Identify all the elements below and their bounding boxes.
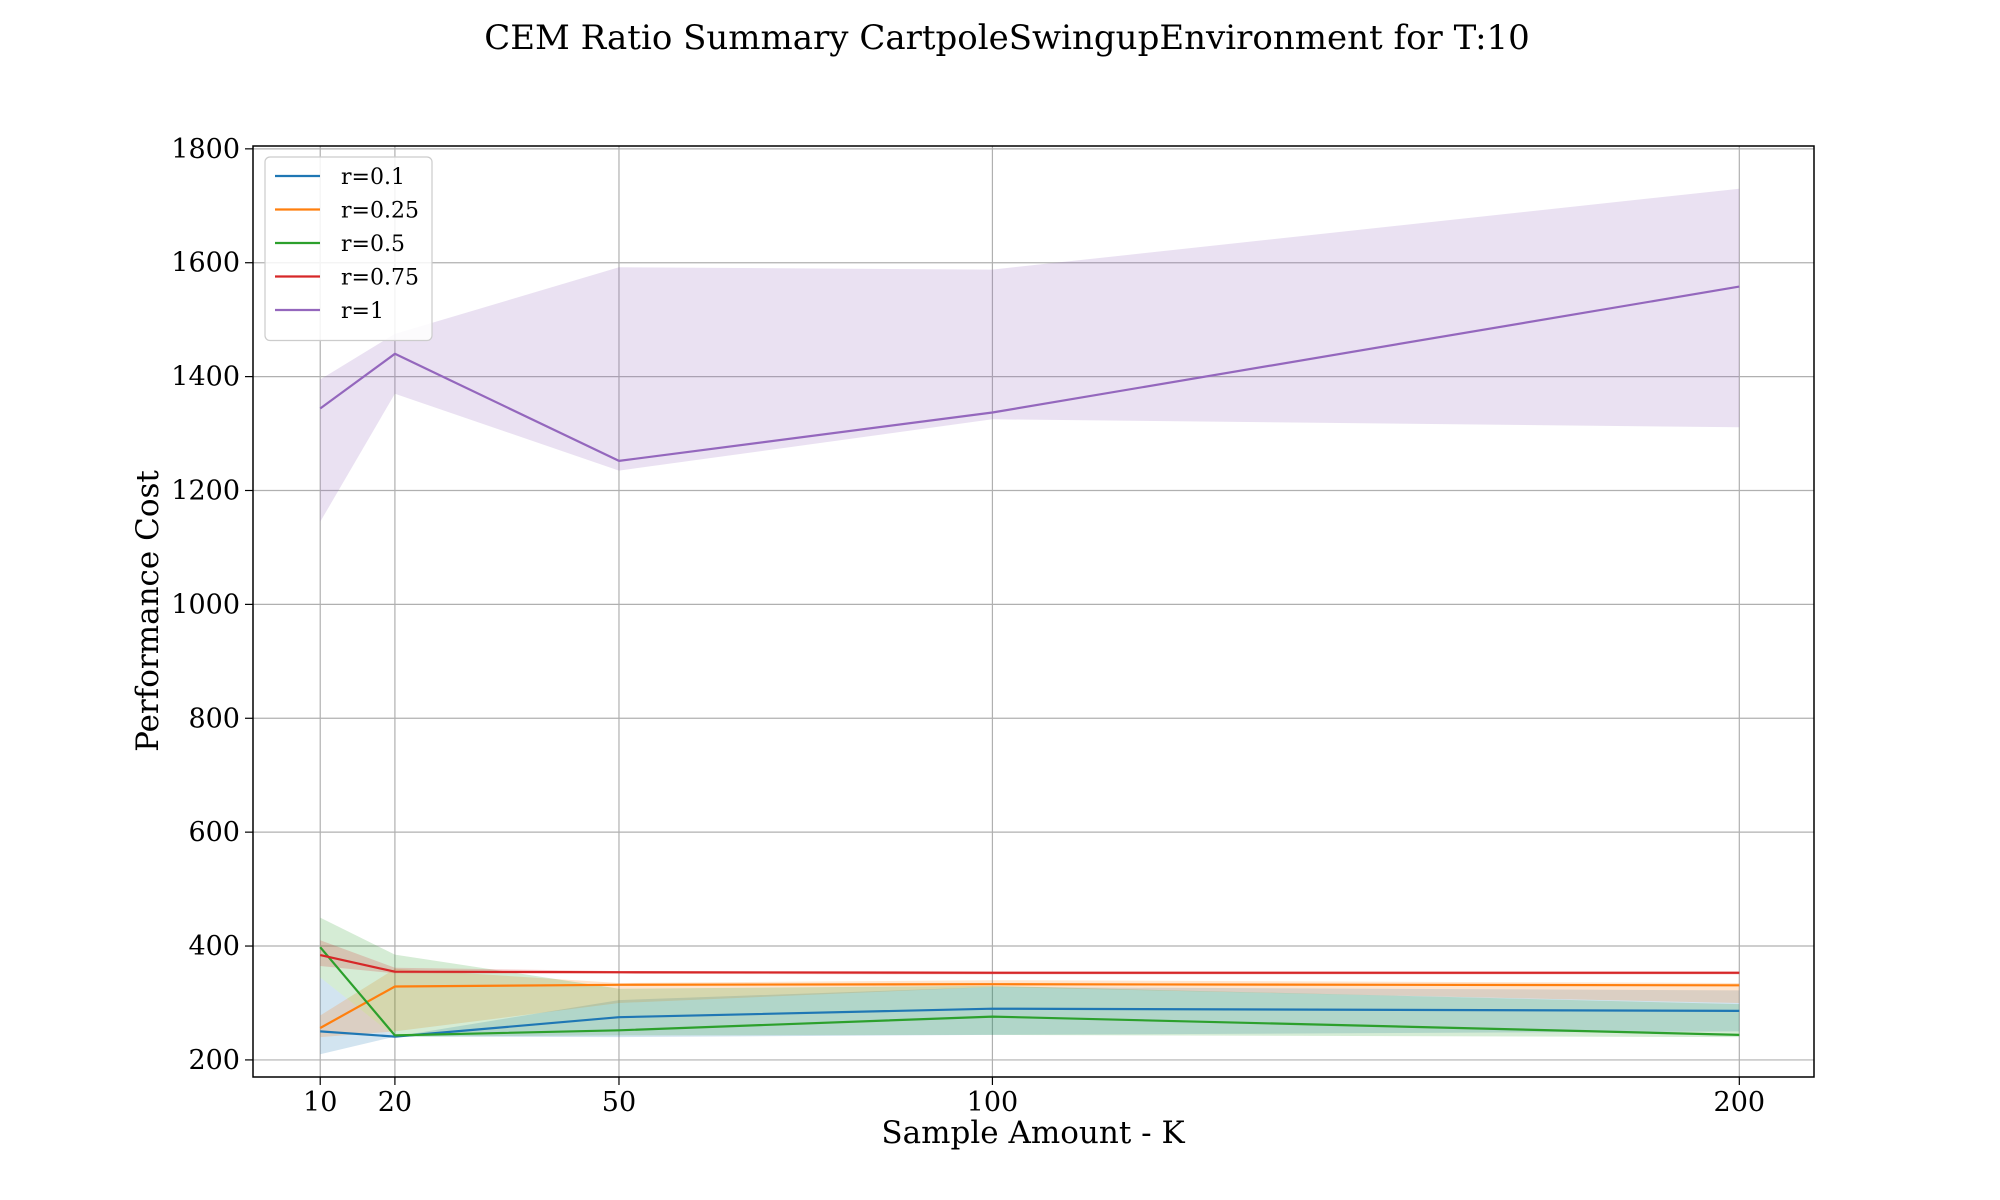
x-tick-label: 100 xyxy=(967,1087,1019,1118)
series-line-r=0.5 xyxy=(319,946,1740,1037)
legend-entry-label: r=0.75 xyxy=(341,266,419,291)
y-tick-label: 1200 xyxy=(171,475,240,506)
legend: r=0.1 r=0.25 r=0.5 r=0.75 r=1 xyxy=(264,156,433,342)
confidence-band-r=0.5 xyxy=(320,917,1740,1038)
y-tick-label: 1600 xyxy=(171,248,240,279)
confidence-band-r=0.1 xyxy=(320,977,1740,1055)
confidence-band-r=1 xyxy=(320,188,1740,522)
y-tick-label: 400 xyxy=(188,931,240,962)
confidence-band-r=0.75 xyxy=(320,940,1740,975)
legend-box xyxy=(264,156,433,342)
legend-entry-label: r=0.1 xyxy=(341,165,405,190)
grid xyxy=(253,146,1814,1077)
series-line-r=0.1 xyxy=(320,1007,1740,1038)
axis-ticks: 10 20 50 100 200 200 400 600 800 1000 1200 1400 1600… xyxy=(171,134,1765,1118)
plot-area-frame xyxy=(252,145,1815,1078)
x-tick-label: 10 xyxy=(303,1087,337,1118)
series-lines xyxy=(319,285,1740,1038)
y-tick-label: 1800 xyxy=(171,134,240,165)
x-axis-title: Sample Amount - K xyxy=(881,1115,1185,1151)
chart-title: CEM Ratio Summary CartpoleSwingupEnviron… xyxy=(484,18,1530,58)
y-axis-title: Performance Cost xyxy=(130,470,166,752)
series-line-r=0.25 xyxy=(319,983,1740,1029)
y-tick-label: 1000 xyxy=(171,589,240,620)
confidence-bands xyxy=(320,188,1740,1055)
y-tick-label: 200 xyxy=(188,1045,240,1076)
y-tick-label: 800 xyxy=(188,703,240,734)
x-tick-label: 20 xyxy=(378,1087,412,1118)
legend-entry-label: r=0.5 xyxy=(341,232,405,257)
y-tick-label: 600 xyxy=(188,817,240,848)
x-tick-label: 50 xyxy=(602,1087,636,1118)
legend-entry-label: r=1 xyxy=(341,299,384,324)
series-line-r=0.75 xyxy=(319,954,1740,974)
legend-entry-label: r=0.25 xyxy=(341,199,419,224)
series-line-r=1 xyxy=(319,285,1740,462)
y-tick-label: 1400 xyxy=(171,362,240,393)
x-tick-label: 200 xyxy=(1714,1087,1766,1118)
